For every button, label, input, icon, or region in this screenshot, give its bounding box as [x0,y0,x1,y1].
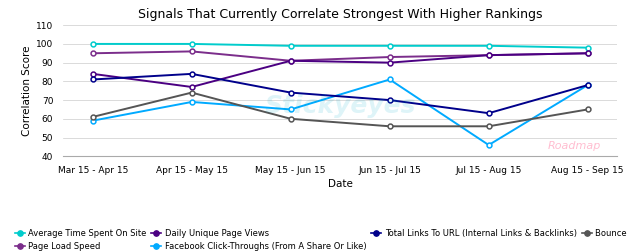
Legend: Average Time Spent On Site, Page Load Speed, Daily Unique Page Views, Facebook C: Average Time Spent On Site, Page Load Sp… [14,229,630,251]
Text: Stickyeyes: Stickyeyes [265,94,416,118]
Title: Signals That Currently Correlate Strongest With Higher Rankings: Signals That Currently Correlate Stronge… [138,8,542,21]
X-axis label: Date: Date [328,179,353,189]
Text: Roadmap: Roadmap [547,141,601,151]
Y-axis label: Correlation Score: Correlation Score [22,45,32,136]
